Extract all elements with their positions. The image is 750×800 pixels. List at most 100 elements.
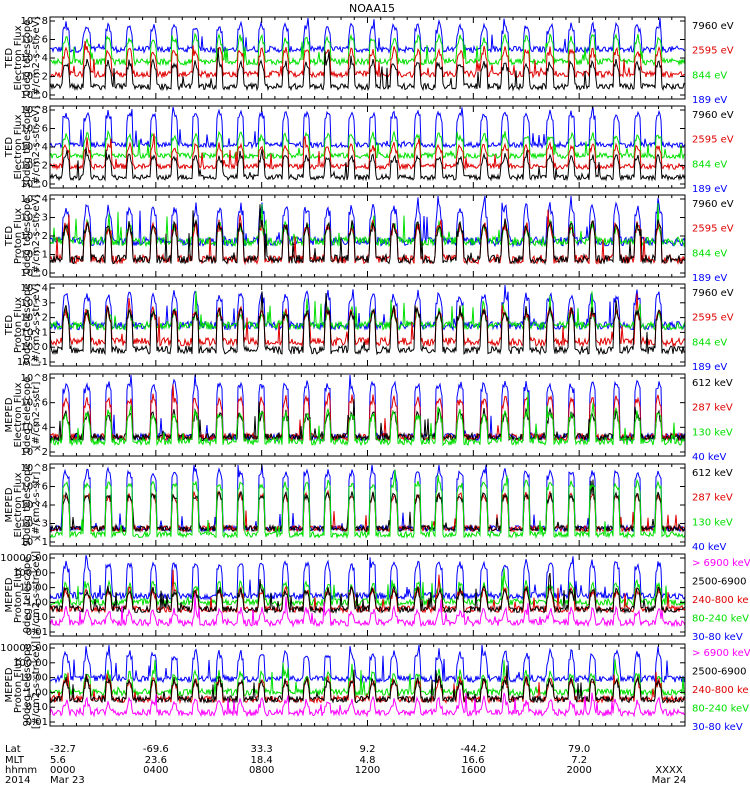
x-row-label: Lat (5, 744, 21, 755)
x-mlt-label: 23.6 (145, 755, 167, 766)
series-magenta-panel-8 (49, 688, 686, 718)
y-tick-label: 0.01 (26, 627, 48, 638)
y-tick-label: 10^3 (21, 298, 48, 309)
legend: > 6900 keV 2500-6900 240-800 ke 80-240 keV 3… (692, 648, 750, 733)
y-axis-label-line: [#/cm2-s-str] (31, 381, 42, 448)
y-axis-label-line: [#/cm2-s-str-keV] (31, 641, 42, 729)
legend-entry: 130 keV (692, 517, 733, 528)
x-mlt-label: 18.4 (251, 755, 273, 766)
y-tick-label: 10^4 (21, 53, 48, 64)
legend: 612 keV 287 keV 130 keV 40 keV (692, 468, 733, 553)
y-axis-label-line: TED (4, 137, 15, 158)
y-tick-label: 0.01 (26, 717, 48, 728)
legend: 7960 eV 2595 eV 844 eV 189 eV (692, 199, 734, 284)
y-tick-label: 10^0 (21, 90, 48, 101)
y-axis-label-line: Proton Flux (13, 297, 24, 353)
legend-entry: 612 keV (692, 378, 733, 389)
x-lat-label: -69.6 (143, 744, 169, 755)
series-blue-panel-6 (49, 464, 686, 534)
x-mlt-label: 16.6 (462, 755, 484, 766)
legend-entry: 2595 eV (692, 135, 734, 146)
y-axis-label-line: [#/cm2-s-str-eV] (31, 106, 42, 189)
y-axis-label-line: [#/cm2-s-str-eV] (31, 284, 42, 367)
legend-entry: > 6900 keV (692, 648, 750, 659)
legend-entry: 189 eV (692, 95, 727, 106)
series-magenta-panel-7 (49, 594, 686, 628)
series-black-panel-2 (49, 147, 686, 182)
y-axis-label-line: 30deg telescope (22, 105, 33, 188)
legend: 7960 eV 2595 eV 844 eV 189 eV (692, 21, 734, 106)
legend-entry: 2595 eV (692, 313, 734, 324)
y-tick-label: 10^8 (21, 463, 48, 474)
legend-entry: 7960 eV (692, 21, 734, 32)
y-axis-label-line: Electron Flux (13, 472, 24, 537)
y-axis-label-line: Electron Flux (13, 25, 24, 90)
series-black-panel-3 (49, 204, 686, 266)
legend: 7960 eV 2595 eV 844 eV 189 eV (692, 110, 734, 195)
y-tick-label: 10^6 (21, 482, 48, 493)
series-blue-panel-2 (49, 106, 686, 150)
y-axis-label-line: MEPED (4, 487, 15, 522)
y-tick-label: 10^0 (21, 268, 48, 279)
series-blue-panel-1 (49, 17, 686, 55)
x-row-label: MLT (5, 755, 25, 766)
y-axis-label-line: 0deg telescope (22, 557, 33, 634)
legend-entry: 30-80 keV (692, 632, 743, 643)
legend-entry: 240-800 ke (692, 685, 749, 696)
legend-entry: 7960 eV (692, 288, 734, 299)
y-axis-label-line: 0deg telescope (22, 377, 33, 454)
legend-entry: 2500-6900 (692, 577, 747, 588)
legend-entry: 7960 eV (692, 110, 734, 121)
y-axis-label-line: 90deg telescope (22, 643, 33, 726)
series-red-panel-2 (49, 133, 686, 171)
y-axis-label-line: Proton Flux (13, 657, 24, 713)
legend: 7960 eV 2595 eV 844 eV 189 eV (692, 288, 734, 373)
series-green-panel-7 (49, 568, 686, 608)
y-axis-label-line: 90deg telescope (22, 463, 33, 546)
legend-entry: 40 keV (692, 542, 726, 553)
legend-entry: 240-800 ke (692, 595, 749, 606)
legend-entry: > 6900 keV (692, 558, 750, 569)
y-axis-label-line: 0deg telescope (22, 20, 33, 97)
series-black-panel-5 (49, 398, 686, 443)
y-tick-label: 100.00 (13, 658, 48, 669)
legend-entry: 80-240 keV (692, 614, 749, 625)
y-tick-label: 10^8 (21, 16, 48, 27)
series-black-panel-4 (49, 291, 686, 356)
series-green-panel-6 (49, 469, 686, 540)
legend-entry: 844 eV (692, 248, 727, 259)
x-hhmm-label: 0000 (50, 765, 75, 776)
y-tick-label: 10.00 (19, 673, 48, 684)
y-axis-label-line: Electron Flux (13, 382, 24, 447)
y-tick-label: 10^1 (21, 537, 48, 548)
y-tick-label: 0.10 (26, 612, 48, 623)
legend: 612 keV 287 keV 130 keV 40 keV (692, 378, 733, 463)
series-blue-panel-5 (49, 374, 686, 443)
y-axis-label-line: Proton Flux (13, 208, 24, 264)
x-lat-label: 79.0 (568, 744, 590, 755)
panel-7: 10000.00100.0010.001.000.100.01MEPEDProt… (0, 551, 750, 643)
panel-8: 10000.00100.0010.001.000.100.01MEPEDProt… (0, 641, 750, 733)
y-axis-label-line: [#/cm2-s-str-eV] (31, 195, 42, 278)
x-mlt-label: 4.8 (360, 755, 376, 766)
x-mlt-label: 7.2 (571, 755, 587, 766)
x-hhmm-label: XXXX (655, 765, 683, 776)
y-axis-label-line: [#/cm2-s-str] (31, 471, 42, 538)
x-lat-label: -44.2 (460, 744, 486, 755)
y-tick-label: 10^2 (21, 313, 48, 324)
x-row-label: 2014 (5, 775, 30, 786)
legend-entry: 844 eV (692, 70, 727, 81)
series-black-panel-8 (49, 665, 686, 705)
legend-entry: 287 keV (692, 493, 733, 504)
y-tick-label: 10^0 (21, 342, 48, 353)
y-tick-label: 10.00 (19, 583, 48, 594)
x-date-label: Mar 23 (50, 775, 85, 786)
series-red-panel-1 (49, 40, 686, 80)
